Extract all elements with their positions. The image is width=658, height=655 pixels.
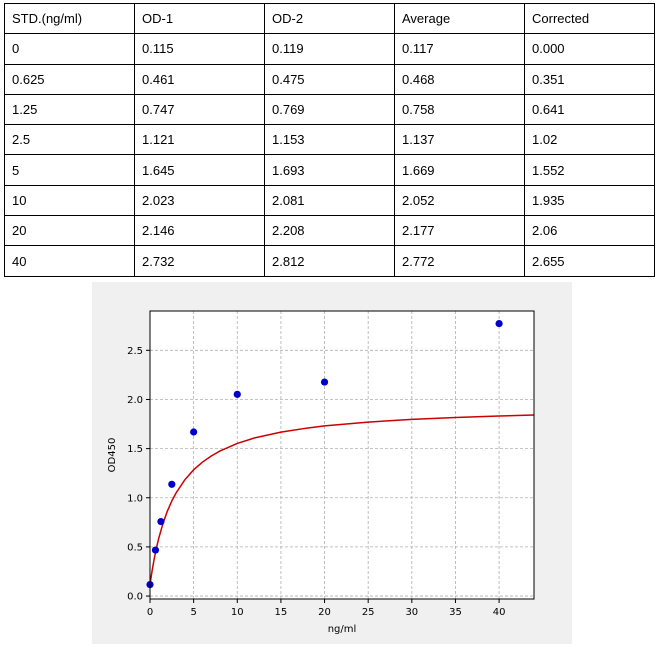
table-header-row: STD.(ng/ml) OD-1 OD-2 Average Corrected	[4, 2, 655, 35]
fit-curve	[149, 414, 535, 585]
table-cell: 2.146	[134, 215, 265, 247]
table-cell: 0.625	[4, 63, 135, 95]
plot-area	[150, 311, 534, 599]
table-cell: 2.052	[394, 184, 525, 217]
data-point	[168, 480, 176, 488]
data-point	[495, 319, 503, 328]
y-tick-label: 0.0	[127, 592, 143, 603]
table-cell: 1.645	[134, 154, 265, 186]
data-point	[157, 517, 165, 526]
column-header: Corrected	[524, 2, 655, 35]
table-row: 5 1.645 1.693 1.669 1.552	[4, 154, 655, 186]
table-cell: 2.5	[4, 124, 135, 156]
x-tick-label: 25	[362, 607, 375, 618]
y-tick-label: 2.5	[127, 346, 143, 357]
table-cell: 2.812	[264, 245, 395, 277]
table-cell: 10	[4, 184, 135, 217]
data-point	[151, 546, 160, 554]
table-cell: 1.935	[524, 184, 655, 217]
table-cell: 0.769	[264, 93, 395, 126]
x-tick-label: 15	[275, 607, 288, 618]
table-cell: 0.461	[134, 63, 265, 95]
table-cell: 2.06	[524, 215, 655, 247]
table-cell: 20	[4, 215, 135, 247]
data-point	[320, 378, 329, 386]
table-cell: 0.758	[394, 93, 525, 126]
table-cell: 40	[4, 245, 135, 277]
column-header: OD-2	[264, 2, 395, 35]
x-tick-label: 10	[231, 607, 244, 618]
chart-svg: 0 5 10 15 20 25 30 35 40 0.0 0.5 1.0 1.5 2.0 2.5 ng/ml O…	[107, 310, 535, 635]
table-cell: 0.351	[524, 63, 655, 95]
table-cell: 2.772	[394, 245, 525, 277]
standard-curve-chart: 0 5 10 15 20 25 30 35 40 0.0 0.5 1.0 1.5 2.0 2.5 ng/ml O…	[92, 282, 572, 644]
table-cell: 0.641	[524, 93, 655, 126]
column-header: OD-1	[134, 2, 265, 35]
x-tick-label: 35	[449, 607, 462, 618]
standards-table: STD.(ng/ml) OD-1 OD-2 Average Corrected …	[4, 2, 655, 277]
table-cell: 1.137	[394, 124, 525, 156]
table-row: 0.625 0.461 0.475 0.468 0.351	[4, 63, 655, 95]
table-cell: 0.000	[524, 33, 655, 65]
x-tick-label: 0	[147, 607, 153, 618]
table-cell: 0.468	[394, 63, 525, 95]
x-tick-label: 20	[318, 607, 331, 618]
x-tick-label: 30	[405, 607, 418, 618]
table-cell: 1.669	[394, 154, 525, 186]
column-header: Average	[394, 2, 525, 35]
table-row: 2.5 1.121 1.153 1.137 1.02	[4, 124, 655, 156]
table-row: 20 2.146 2.208 2.177 2.06	[4, 215, 655, 247]
y-axis-label: OD450	[107, 438, 118, 473]
plot-frame	[149, 310, 535, 600]
x-tick-label: 40	[493, 607, 506, 618]
table-cell: 1.121	[134, 124, 265, 156]
table-cell: 2.732	[134, 245, 265, 277]
table-cell: 5	[4, 154, 135, 186]
column-header: STD.(ng/ml)	[4, 2, 135, 35]
table-cell: 1.153	[264, 124, 395, 156]
table-row: 40 2.732 2.812 2.772 2.655	[4, 245, 655, 277]
data-point	[190, 428, 198, 436]
table-cell: 1.25	[4, 93, 135, 126]
y-tick-label: 1.5	[127, 444, 143, 455]
table-cell: 0.117	[394, 33, 525, 65]
table-cell: 2.208	[264, 215, 395, 247]
table-cell: 0	[4, 33, 135, 65]
table-cell: 1.552	[524, 154, 655, 186]
table-cell: 0.475	[264, 63, 395, 95]
table-cell: 1.693	[264, 154, 395, 186]
table-row: 0 0.115 0.119 0.117 0.000	[4, 33, 655, 65]
table-cell: 0.747	[134, 93, 265, 126]
table-cell: 1.02	[524, 124, 655, 156]
table-row: 10 2.023 2.081 2.052 1.935	[4, 184, 655, 217]
x-tick-label: 5	[190, 607, 196, 618]
table-cell: 2.081	[264, 184, 395, 217]
table-row: 1.25 0.747 0.769 0.758 0.641	[4, 93, 655, 126]
data-point	[233, 390, 241, 398]
table-cell: 2.023	[134, 184, 265, 217]
table-cell: 2.655	[524, 245, 655, 277]
x-axis-label: ng/ml	[328, 624, 357, 635]
y-tick-label: 0.5	[127, 542, 143, 553]
table-cell: 0.119	[264, 33, 395, 65]
table-cell: 0.115	[134, 33, 265, 65]
y-tick-label: 2.0	[127, 395, 143, 406]
y-tick-label: 1.0	[127, 493, 143, 504]
table-cell: 2.177	[394, 215, 525, 247]
